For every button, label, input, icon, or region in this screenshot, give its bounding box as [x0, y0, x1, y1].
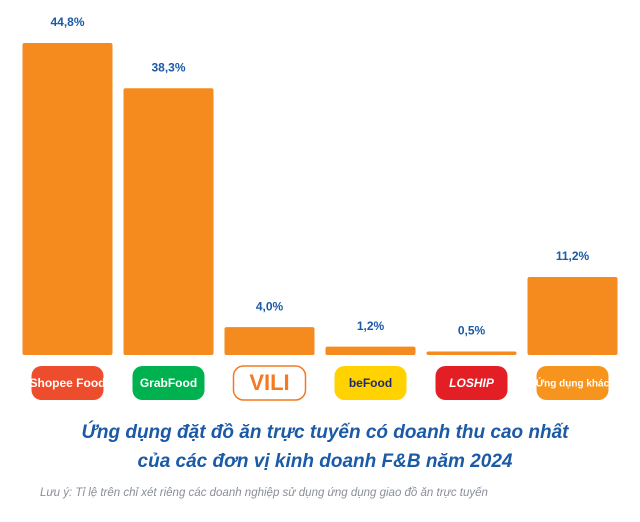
chart-title: Ứng dụng đặt đồ ăn trực tuyến có doanh t…: [81, 421, 569, 443]
value-label: 11,2%: [556, 249, 590, 263]
bar: [123, 88, 214, 356]
logo-badge: [536, 366, 609, 400]
category-label: GrabFood: [140, 376, 197, 390]
bar: [527, 277, 618, 355]
logo-badge: [232, 365, 307, 401]
value-label: 4,0%: [256, 299, 284, 313]
value-label: 44,8%: [50, 15, 84, 29]
category-label: VILI: [249, 370, 289, 395]
note: Lưu ý: Tỉ lệ trên chỉ xét riêng các doan…: [40, 487, 488, 499]
category-label: Shopee Food: [30, 376, 106, 390]
bar: [224, 327, 315, 355]
logo-badge: [435, 366, 508, 400]
value-label: 1,2%: [357, 319, 385, 333]
logo-badge: [132, 366, 205, 400]
bar: [22, 43, 113, 355]
value-label: 0,5%: [458, 324, 486, 338]
logo-badge: [334, 366, 407, 400]
bar: [426, 351, 517, 355]
chart-title: của các đơn vị kinh doanh F&B năm 2024: [138, 451, 513, 472]
bar: [325, 346, 416, 355]
category-label: beFood: [349, 376, 392, 390]
category-label: Ứng dụng khác: [536, 377, 610, 390]
value-label: 38,3%: [151, 60, 185, 74]
category-label: LOSHIP: [449, 376, 495, 390]
logo-badge: [31, 366, 104, 400]
